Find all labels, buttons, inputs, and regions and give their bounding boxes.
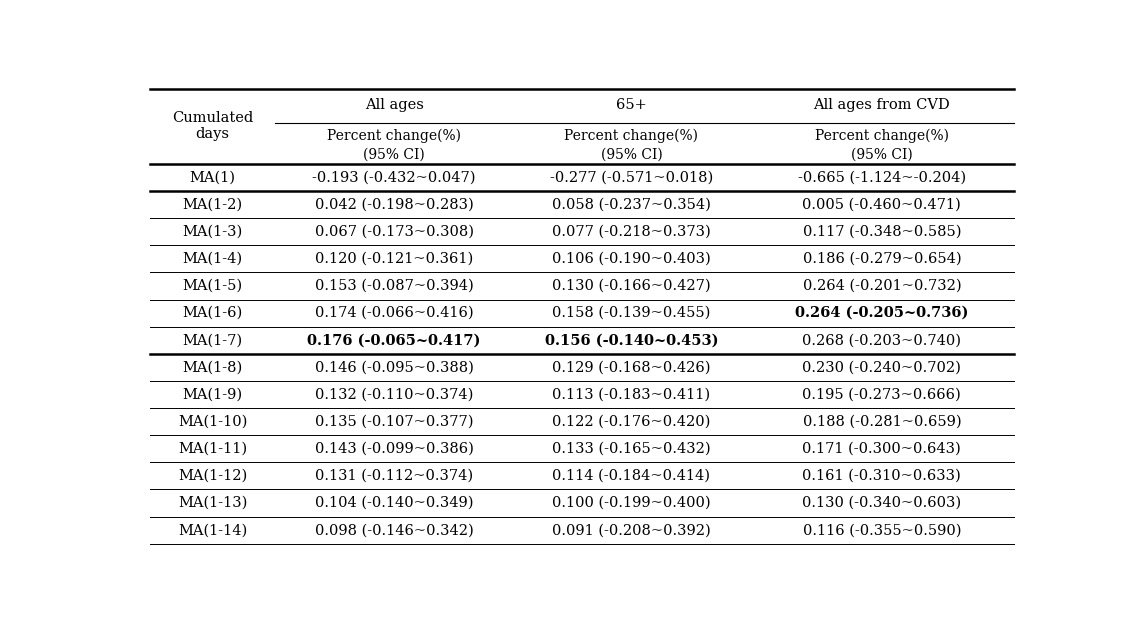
Text: MA(1-3): MA(1-3) bbox=[182, 225, 243, 239]
Text: 0.146 (-0.095~0.388): 0.146 (-0.095~0.388) bbox=[314, 360, 474, 374]
Text: -0.193 (-0.432~0.047): -0.193 (-0.432~0.047) bbox=[312, 170, 476, 184]
Text: MA(1-2): MA(1-2) bbox=[183, 197, 243, 212]
Text: 0.077 (-0.218~0.373): 0.077 (-0.218~0.373) bbox=[552, 225, 711, 239]
Text: Percent change(%)
(95% CI): Percent change(%) (95% CI) bbox=[327, 128, 461, 161]
Text: MA(1-4): MA(1-4) bbox=[183, 252, 243, 266]
Text: 0.098 (-0.146~0.342): 0.098 (-0.146~0.342) bbox=[314, 523, 474, 537]
Text: 0.195 (-0.273~0.666): 0.195 (-0.273~0.666) bbox=[803, 387, 961, 402]
Text: 0.122 (-0.176~0.420): 0.122 (-0.176~0.420) bbox=[552, 415, 710, 429]
Text: 0.129 (-0.168~0.426): 0.129 (-0.168~0.426) bbox=[552, 360, 710, 374]
Text: MA(1-12): MA(1-12) bbox=[178, 469, 248, 483]
Text: MA(1-11): MA(1-11) bbox=[179, 442, 248, 456]
Text: 0.117 (-0.348~0.585): 0.117 (-0.348~0.585) bbox=[803, 225, 961, 239]
Text: All ages from CVD: All ages from CVD bbox=[813, 98, 950, 112]
Text: 0.106 (-0.190~0.403): 0.106 (-0.190~0.403) bbox=[552, 252, 711, 266]
Text: 0.114 (-0.184~0.414): 0.114 (-0.184~0.414) bbox=[552, 469, 710, 483]
Text: 0.131 (-0.112~0.374): 0.131 (-0.112~0.374) bbox=[314, 469, 473, 483]
Text: MA(1): MA(1) bbox=[190, 170, 235, 184]
Text: MA(1-7): MA(1-7) bbox=[183, 333, 243, 347]
Text: 0.100 (-0.199~0.400): 0.100 (-0.199~0.400) bbox=[552, 496, 710, 510]
Text: -0.277 (-0.571~0.018): -0.277 (-0.571~0.018) bbox=[550, 170, 714, 184]
Text: 65+: 65+ bbox=[616, 98, 647, 112]
Text: 0.156 (-0.140~0.453): 0.156 (-0.140~0.453) bbox=[545, 333, 718, 347]
Text: MA(1-13): MA(1-13) bbox=[178, 496, 248, 510]
Text: 0.135 (-0.107~0.377): 0.135 (-0.107~0.377) bbox=[314, 415, 473, 429]
Text: 0.264 (-0.205~0.736): 0.264 (-0.205~0.736) bbox=[795, 306, 968, 320]
Text: 0.130 (-0.166~0.427): 0.130 (-0.166~0.427) bbox=[552, 279, 710, 293]
Text: 0.176 (-0.065~0.417): 0.176 (-0.065~0.417) bbox=[308, 333, 481, 347]
Text: 0.268 (-0.203~0.740): 0.268 (-0.203~0.740) bbox=[802, 333, 961, 347]
Text: MA(1-10): MA(1-10) bbox=[178, 415, 248, 429]
Text: 0.058 (-0.237~0.354): 0.058 (-0.237~0.354) bbox=[552, 197, 711, 212]
Text: 0.143 (-0.099~0.386): 0.143 (-0.099~0.386) bbox=[314, 442, 474, 456]
Text: 0.132 (-0.110~0.374): 0.132 (-0.110~0.374) bbox=[314, 387, 473, 402]
Text: 0.174 (-0.066~0.416): 0.174 (-0.066~0.416) bbox=[314, 306, 474, 320]
Text: 0.188 (-0.281~0.659): 0.188 (-0.281~0.659) bbox=[803, 415, 961, 429]
Text: MA(1-8): MA(1-8) bbox=[182, 360, 243, 374]
Text: 0.133 (-0.165~0.432): 0.133 (-0.165~0.432) bbox=[552, 442, 710, 456]
Text: -0.665 (-1.124~-0.204): -0.665 (-1.124~-0.204) bbox=[797, 170, 966, 184]
Text: 0.067 (-0.173~0.308): 0.067 (-0.173~0.308) bbox=[314, 225, 474, 239]
Text: All ages: All ages bbox=[364, 98, 423, 112]
Text: 0.104 (-0.140~0.349): 0.104 (-0.140~0.349) bbox=[314, 496, 473, 510]
Text: 0.130 (-0.340~0.603): 0.130 (-0.340~0.603) bbox=[802, 496, 961, 510]
Text: Percent change(%)
(95% CI): Percent change(%) (95% CI) bbox=[564, 128, 699, 161]
Text: 0.161 (-0.310~0.633): 0.161 (-0.310~0.633) bbox=[803, 469, 961, 483]
Text: 0.230 (-0.240~0.702): 0.230 (-0.240~0.702) bbox=[802, 360, 961, 374]
Text: 0.091 (-0.208~0.392): 0.091 (-0.208~0.392) bbox=[552, 523, 711, 537]
Text: MA(1-14): MA(1-14) bbox=[178, 523, 248, 537]
Text: Percent change(%)
(95% CI): Percent change(%) (95% CI) bbox=[814, 128, 949, 161]
Text: Cumulated
days: Cumulated days bbox=[172, 111, 253, 141]
Text: 0.116 (-0.355~0.590): 0.116 (-0.355~0.590) bbox=[803, 523, 961, 537]
Text: 0.153 (-0.087~0.394): 0.153 (-0.087~0.394) bbox=[314, 279, 474, 293]
Text: 0.120 (-0.121~0.361): 0.120 (-0.121~0.361) bbox=[314, 252, 473, 266]
Text: 0.005 (-0.460~0.471): 0.005 (-0.460~0.471) bbox=[803, 197, 961, 212]
Text: 0.264 (-0.201~0.732): 0.264 (-0.201~0.732) bbox=[803, 279, 961, 293]
Text: 0.186 (-0.279~0.654): 0.186 (-0.279~0.654) bbox=[803, 252, 961, 266]
Text: MA(1-5): MA(1-5) bbox=[183, 279, 243, 293]
Text: 0.113 (-0.183~0.411): 0.113 (-0.183~0.411) bbox=[552, 387, 710, 402]
Text: 0.042 (-0.198~0.283): 0.042 (-0.198~0.283) bbox=[314, 197, 474, 212]
Text: MA(1-9): MA(1-9) bbox=[183, 387, 243, 402]
Text: 0.158 (-0.139~0.455): 0.158 (-0.139~0.455) bbox=[552, 306, 710, 320]
Text: MA(1-6): MA(1-6) bbox=[182, 306, 243, 320]
Text: 0.171 (-0.300~0.643): 0.171 (-0.300~0.643) bbox=[803, 442, 961, 456]
